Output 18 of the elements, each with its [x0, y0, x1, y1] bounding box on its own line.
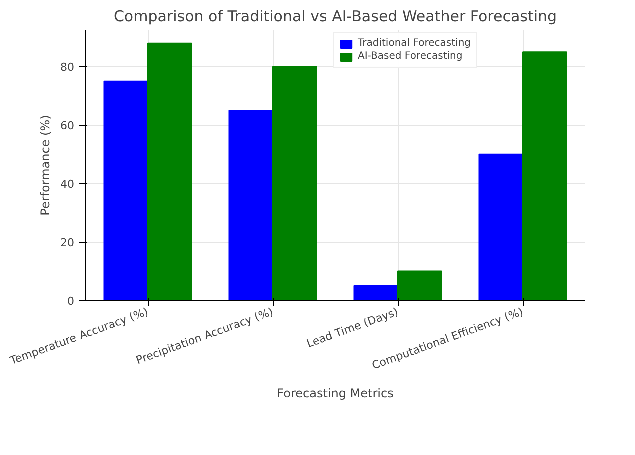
legend-label: Traditional Forecasting: [358, 38, 472, 49]
bar: [354, 285, 398, 300]
legend-label: AI-Based Forecasting: [358, 51, 463, 62]
bar: [522, 52, 568, 300]
y-tick-label: 60: [60, 120, 75, 133]
bar: [228, 110, 274, 300]
y-tick-label: 80: [60, 61, 75, 74]
chart-title: Comparison of Traditional vs AI-Based Weather Forecasting: [114, 8, 558, 26]
x-axis-title: Forecasting Metrics: [277, 386, 394, 400]
y-tick-label: 0: [68, 295, 74, 308]
bar: [398, 270, 442, 300]
y-axis-title: Performance (%): [38, 115, 53, 216]
bar: [478, 154, 524, 300]
y-tick-label: 40: [60, 178, 75, 192]
bar: [104, 80, 148, 300]
bar: [148, 42, 192, 300]
bar: [272, 66, 318, 300]
y-tick-label: 20: [60, 236, 75, 250]
